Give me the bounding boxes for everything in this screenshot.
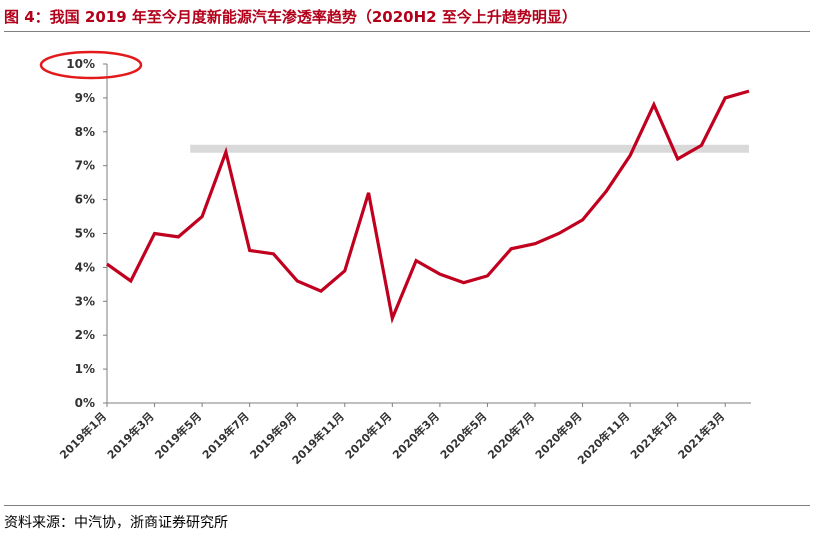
x-tick-label: 2019年1月 [57, 409, 110, 462]
chart-title: 图 4：我国 2019 年至今月度新能源汽车渗透率趋势（2020H2 至今上升趋… [4, 8, 577, 26]
line-chart: 0%1%2%3%4%5%6%7%8%9%10% 2019年1月2019年3月20… [39, 50, 751, 467]
y-tick-label: 2% [75, 328, 95, 342]
footer-divider [4, 505, 810, 506]
y-tick-labels: 0% 1% 2% 3% 4% 5% 6% 7% 8% 9% 10% [66, 57, 95, 410]
x-tick-label: 2020年3月 [389, 409, 442, 462]
x-tick-label: 2019年9月 [247, 409, 300, 462]
annotation-layer [39, 50, 143, 80]
x-tick-label: 2021年1月 [627, 409, 680, 462]
series-layer [106, 89, 750, 324]
highlight-ellipse [39, 50, 143, 80]
y-tick-label: 6% [75, 193, 95, 207]
y-tick-label: 8% [75, 125, 95, 139]
y-tick-label: 0% [75, 396, 95, 410]
y-tick-label: 5% [75, 227, 95, 241]
x-tick-label: 2020年9月 [532, 409, 585, 462]
y-tick-label: 1% [75, 362, 95, 376]
penetration-rate-line [106, 89, 750, 324]
x-tick-label: 2020年5月 [437, 409, 490, 462]
axis-layer [103, 63, 751, 407]
y-tick-label: 7% [75, 159, 95, 173]
x-tick-label: 2021年3月 [675, 409, 728, 462]
x-tick-label: 2020年1月 [342, 409, 395, 462]
x-tick-labels: 2019年1月2019年3月2019年5月2019年7月2019年9月2019年… [57, 409, 728, 467]
x-tick-label: 2019年5月 [152, 409, 205, 462]
y-tick-label: 9% [75, 91, 95, 105]
title-divider [4, 31, 810, 32]
x-tick-label: 2019年3月 [104, 409, 157, 462]
x-tick-label: 2019年7月 [199, 409, 252, 462]
source-note: 资料来源：中汽协，浙商证券研究所 [4, 515, 228, 531]
x-tick-label: 2020年7月 [485, 409, 538, 462]
y-tick-label: 3% [75, 294, 95, 308]
y-tick-label: 10% [66, 57, 95, 71]
y-tick-label: 4% [75, 260, 95, 274]
